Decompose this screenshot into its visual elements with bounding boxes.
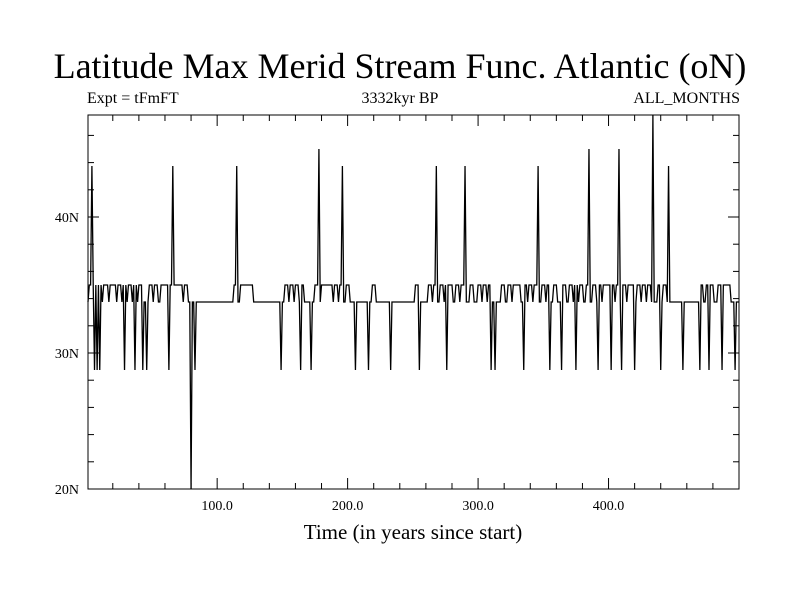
tick-marks bbox=[88, 115, 739, 489]
x-tick-label: 200.0 bbox=[332, 499, 364, 514]
y-tick-label: 20N bbox=[55, 483, 79, 498]
y-tick-label: 40N bbox=[55, 211, 79, 226]
x-tick-label: 100.0 bbox=[201, 499, 233, 514]
plot-frame bbox=[87, 114, 740, 490]
series-line bbox=[87, 114, 739, 490]
months-label: ALL_MONTHS bbox=[633, 90, 740, 107]
x-tick-label: 300.0 bbox=[462, 499, 494, 514]
x-tick-label: 400.0 bbox=[593, 499, 625, 514]
x-axis-label: Time (in years since start) bbox=[304, 520, 523, 544]
experiment-label: Expt = tFmFT bbox=[87, 90, 179, 107]
chart-title: Latitude Max Merid Stream Func. Atlantic… bbox=[53, 46, 747, 86]
tick-labels: 100.0 200.0 300.0 400.0 20N 30N 40N bbox=[55, 211, 624, 514]
period-label: 3332kyr BP bbox=[361, 90, 439, 107]
y-tick-label: 30N bbox=[55, 347, 79, 362]
